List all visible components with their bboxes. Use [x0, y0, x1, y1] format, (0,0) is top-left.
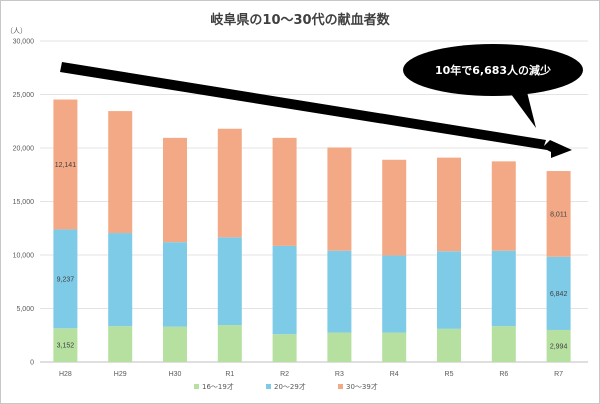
bar-segment-2 [327, 250, 352, 333]
legend-label: 16～19才 [202, 382, 234, 391]
bar-segment-1 [437, 328, 461, 362]
bars [53, 99, 571, 362]
data-label: 8,011 [550, 211, 567, 218]
x-axis-ticks: H28 H29 H30 R1 R2 R3 R4 R5 R6 R7 [59, 371, 563, 378]
legend-swatch [266, 384, 271, 389]
bar-segment-1 [163, 326, 187, 362]
bar-segment-2 [272, 245, 297, 335]
bar-segment-1 [327, 332, 352, 362]
bar-segment-1 [217, 325, 242, 362]
annotation-bubble [403, 44, 583, 96]
bar-segment-2 [546, 256, 571, 330]
y-tick-label: 10,000 [13, 253, 35, 260]
bar-segment-2 [163, 242, 187, 327]
x-tick-label: R1 [225, 371, 234, 378]
bar-segment-3 [382, 159, 407, 256]
bar-segment-3 [108, 111, 133, 234]
data-label: 2,994 [550, 343, 568, 350]
y-tick-label: 15,000 [13, 199, 35, 206]
chart-title: 岐阜県の10～30代の献血者数 [210, 12, 390, 28]
bar-segment-3 [53, 99, 78, 230]
data-label: 12,141 [55, 162, 77, 169]
data-label: 9,237 [57, 276, 75, 283]
bar-segment-3 [217, 128, 242, 238]
bar-segment-1 [382, 332, 407, 362]
trend-arrow [60, 62, 572, 158]
y-tick-label: 0 [30, 360, 34, 367]
x-tick-label: R5 [445, 371, 454, 378]
bar-segment-1 [53, 328, 78, 362]
legend: 16～19才 20～29才 30～39才 [194, 382, 378, 391]
data-label: 6,842 [550, 291, 568, 298]
bar-segment-3 [163, 137, 187, 243]
x-tick-label: R2 [280, 371, 289, 378]
annotation-text: 10年で6,683人の減少 [435, 63, 551, 77]
bar-segment-1 [108, 326, 133, 362]
bar-segment-1 [491, 326, 516, 362]
y-tick-label: 30,000 [13, 39, 35, 46]
data-labels: 3,152 9,237 12,141 2,994 6,842 8,011 [55, 162, 568, 350]
bar-segment-2 [53, 229, 78, 329]
y-tick-label: 5,000 [16, 306, 34, 313]
bar-segment-2 [217, 237, 242, 326]
bar-segment-3 [491, 161, 516, 251]
bar-segment-2 [437, 251, 461, 329]
legend-swatch [338, 384, 343, 389]
bar-segment-3 [272, 137, 297, 246]
x-tick-label: H28 [59, 371, 72, 378]
bar-segment-2 [108, 233, 133, 327]
bar-segment-1 [272, 334, 297, 362]
x-tick-label: R7 [554, 371, 563, 378]
legend-swatch [194, 384, 199, 389]
x-tick-label: H30 [169, 371, 182, 378]
x-tick-label: R6 [499, 371, 508, 378]
bar-segment-1 [546, 329, 571, 362]
legend-label: 20～29才 [274, 382, 306, 391]
bar-segment-3 [546, 171, 571, 257]
y-tick-label: 25,000 [13, 92, 35, 99]
trend-annotation: 10年で6,683人の減少 [60, 44, 583, 158]
annotation-bubble-tail [508, 88, 536, 128]
x-tick-label: H29 [114, 371, 127, 378]
bar-segment-3 [437, 157, 461, 252]
bar-segment-2 [382, 255, 407, 333]
y-axis-unit-label: （人） [6, 27, 27, 35]
x-tick-label: R4 [390, 371, 399, 378]
bar-segment-2 [491, 250, 516, 327]
x-tick-label: R3 [335, 371, 344, 378]
y-axis-ticks: 0 5,000 10,000 15,000 20,000 25,000 30,000 [13, 39, 35, 367]
y-tick-label: 20,000 [13, 146, 35, 153]
legend-label: 30～39才 [346, 382, 378, 391]
bar-segment-3 [327, 147, 352, 251]
data-label: 3,152 [57, 343, 75, 350]
